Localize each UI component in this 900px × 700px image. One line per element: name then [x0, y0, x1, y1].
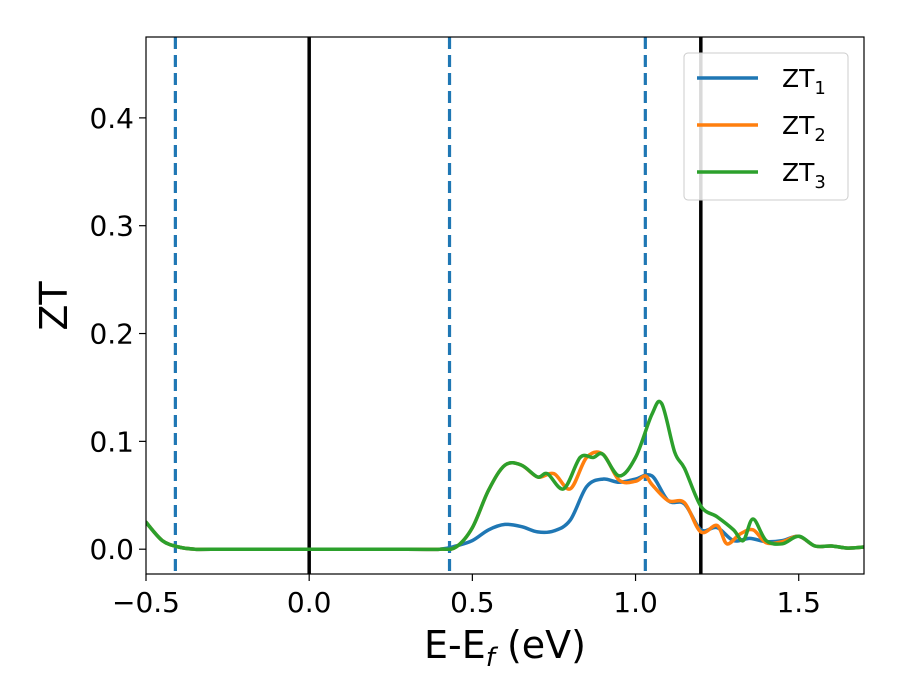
legend-label-zt2: ZT2	[782, 111, 826, 146]
y-tick-label: 0.3	[89, 210, 134, 243]
legend-label-zt3: ZT3	[782, 158, 826, 193]
series-lines	[146, 399, 864, 552]
x-tick-label: 1.0	[613, 586, 658, 619]
x-tick-label: 0.0	[287, 586, 332, 619]
y-axis-label: ZT	[32, 281, 76, 331]
x-axis-label: E-Ef (eV)	[424, 623, 586, 673]
series-line-zt3	[146, 399, 864, 552]
x-axis-ticks: −0.5 0.0 0.5 1.0 1.5	[112, 574, 821, 619]
x-tick-label: 1.5	[776, 586, 821, 619]
plot-frame	[145, 36, 865, 575]
legend: ZT1 ZT2 ZT3	[683, 52, 849, 201]
legend-frame	[683, 52, 849, 201]
y-tick-label: 0.0	[89, 533, 134, 566]
y-tick-label: 0.2	[89, 318, 134, 351]
y-axis-ticks: 0.0 0.1 0.2 0.3 0.4	[89, 102, 146, 566]
x-tick-label: 0.5	[450, 586, 495, 619]
x-tick-label: −0.5	[112, 586, 180, 619]
y-tick-label: 0.4	[89, 102, 134, 135]
y-tick-label: 0.1	[89, 425, 134, 458]
legend-label-zt1: ZT1	[782, 64, 826, 99]
